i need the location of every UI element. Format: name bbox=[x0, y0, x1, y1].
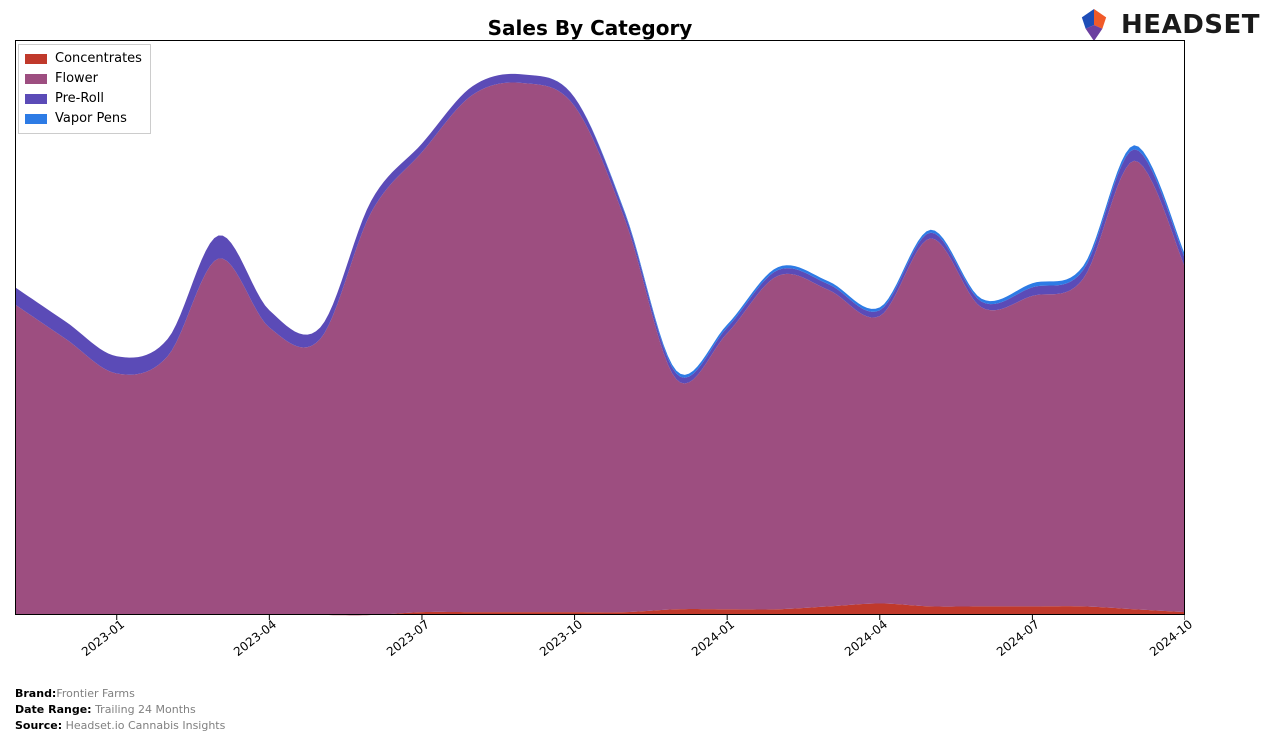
legend: Concentrates Flower Pre-Roll Vapor Pens bbox=[18, 44, 151, 134]
x-tick-label: 2024-10 bbox=[1147, 617, 1195, 659]
legend-label: Vapor Pens bbox=[55, 109, 127, 129]
legend-item: Vapor Pens bbox=[25, 109, 142, 129]
legend-item: Flower bbox=[25, 69, 142, 89]
footer-source: Source: Headset.io Cannabis Insights bbox=[15, 718, 225, 734]
area-chart-svg bbox=[15, 40, 1185, 621]
legend-label: Pre-Roll bbox=[55, 89, 104, 109]
legend-item: Concentrates bbox=[25, 49, 142, 69]
legend-swatch bbox=[25, 74, 47, 84]
headset-logo: HEADSET bbox=[1075, 6, 1260, 44]
footer-brand: Brand:Frontier Farms bbox=[15, 686, 225, 702]
chart-container: { "title": "Sales By Category", "logo_te… bbox=[0, 0, 1276, 739]
legend-swatch bbox=[25, 94, 47, 104]
headset-logo-icon bbox=[1075, 6, 1113, 44]
legend-swatch bbox=[25, 114, 47, 124]
legend-label: Flower bbox=[55, 69, 98, 89]
legend-swatch bbox=[25, 54, 47, 64]
plot-area bbox=[15, 40, 1185, 615]
x-tick-label: 2023-04 bbox=[231, 617, 279, 659]
legend-label: Concentrates bbox=[55, 49, 142, 69]
chart-footer: Brand:Frontier Farms Date Range: Trailin… bbox=[15, 686, 225, 734]
x-tick-label: 2023-10 bbox=[537, 617, 585, 659]
x-tick-label: 2024-07 bbox=[994, 617, 1042, 659]
x-axis-labels: 2023-01 2023-04 2023-07 2023-10 2024-01 2024-… bbox=[15, 620, 1185, 680]
legend-item: Pre-Roll bbox=[25, 89, 142, 109]
headset-logo-text: HEADSET bbox=[1121, 10, 1260, 40]
chart-title: Sales By Category bbox=[0, 16, 1180, 40]
series-area bbox=[15, 82, 1185, 615]
x-tick-label: 2023-07 bbox=[384, 617, 432, 659]
x-tick-label: 2024-04 bbox=[842, 617, 890, 659]
x-tick-label: 2024-01 bbox=[689, 617, 737, 659]
x-tick-label: 2023-01 bbox=[79, 617, 127, 659]
footer-date-range: Date Range: Trailing 24 Months bbox=[15, 702, 225, 718]
